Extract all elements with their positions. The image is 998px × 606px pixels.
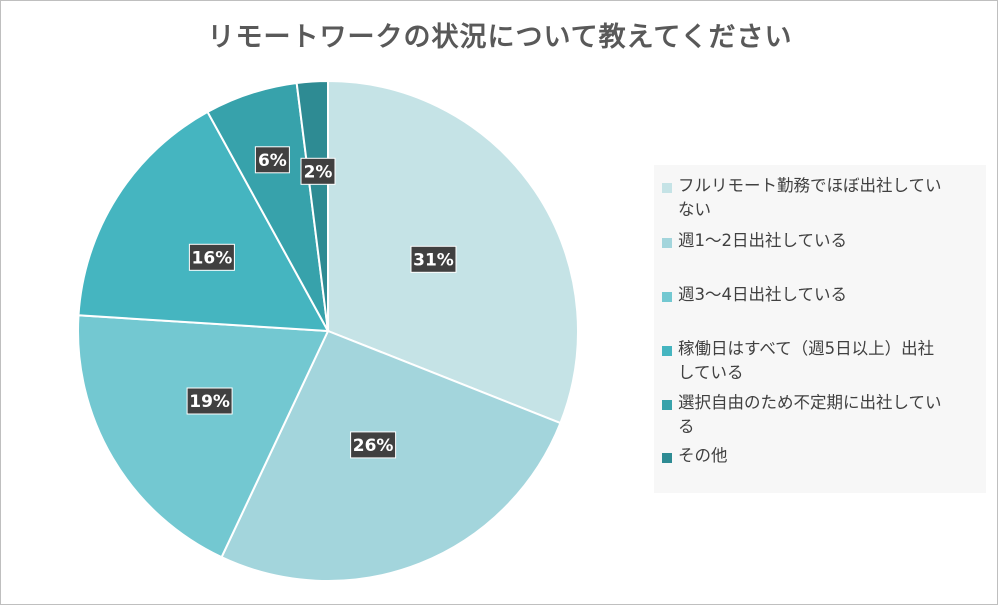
data-label-4: 16%	[188, 243, 235, 271]
data-label-box	[186, 387, 233, 415]
chart-title: リモートワークの状況について教えてください	[207, 22, 793, 53]
data-label-text: 31%	[413, 250, 454, 270]
legend-label: その他	[678, 444, 978, 468]
legend-swatch	[662, 346, 672, 356]
pie-slice-3	[77, 314, 330, 559]
data-label-box	[188, 243, 235, 271]
legend-label-line: る	[678, 417, 695, 436]
legend-label-line: している	[678, 363, 744, 382]
legend-label-line: 週3〜4日出社している	[678, 285, 848, 304]
data-label-1: 31%	[410, 245, 457, 273]
data-label-3: 19%	[186, 387, 233, 415]
data-label-box	[254, 146, 290, 174]
data-label-box	[410, 245, 457, 273]
legend-label-line: その他	[678, 446, 728, 465]
legend-swatch	[662, 453, 672, 463]
pie-slice-6	[295, 79, 329, 332]
legend-label: 週3〜4日出社している	[678, 283, 978, 307]
data-label-text: 2%	[304, 162, 333, 182]
legend-swatch	[662, 400, 672, 410]
legend-label: 週1〜2日出社している	[678, 229, 978, 253]
data-label-box	[300, 157, 336, 185]
pie-slice-4	[77, 110, 330, 333]
data-label-text: 19%	[189, 392, 230, 412]
legend-swatch	[662, 238, 672, 248]
data-label-2: 26%	[350, 431, 397, 459]
data-label-text: 16%	[192, 248, 233, 268]
data-label-5: 6%	[254, 146, 290, 174]
legend-swatch	[662, 292, 672, 302]
legend-label-line: ない	[678, 200, 711, 219]
legend-label-line: 稼働日はすべて（週5日以上）出社	[678, 339, 935, 358]
data-label-box	[350, 431, 397, 459]
legend-label: 稼働日はすべて（週5日以上）出社 している	[678, 337, 978, 385]
legend-swatch	[662, 183, 672, 193]
legend-label-line: フルリモート勤務でほぼ出社してい	[678, 176, 942, 195]
data-label-text: 6%	[258, 151, 287, 171]
data-label-6: 2%	[300, 157, 336, 185]
legend-label-line: 週1〜2日出社している	[678, 231, 848, 250]
legend-label: 選択自由のため不定期に出社している	[678, 391, 978, 439]
data-label-text: 26%	[353, 436, 394, 456]
legend-label-line: 選択自由のため不定期に出社してい	[678, 393, 942, 412]
legend-label: フルリモート勤務でほぼ出社してい ない	[678, 174, 978, 222]
legend: フルリモート勤務でほぼ出社してい ない週1〜2日出社している 週3〜4日出社している…	[654, 165, 986, 493]
